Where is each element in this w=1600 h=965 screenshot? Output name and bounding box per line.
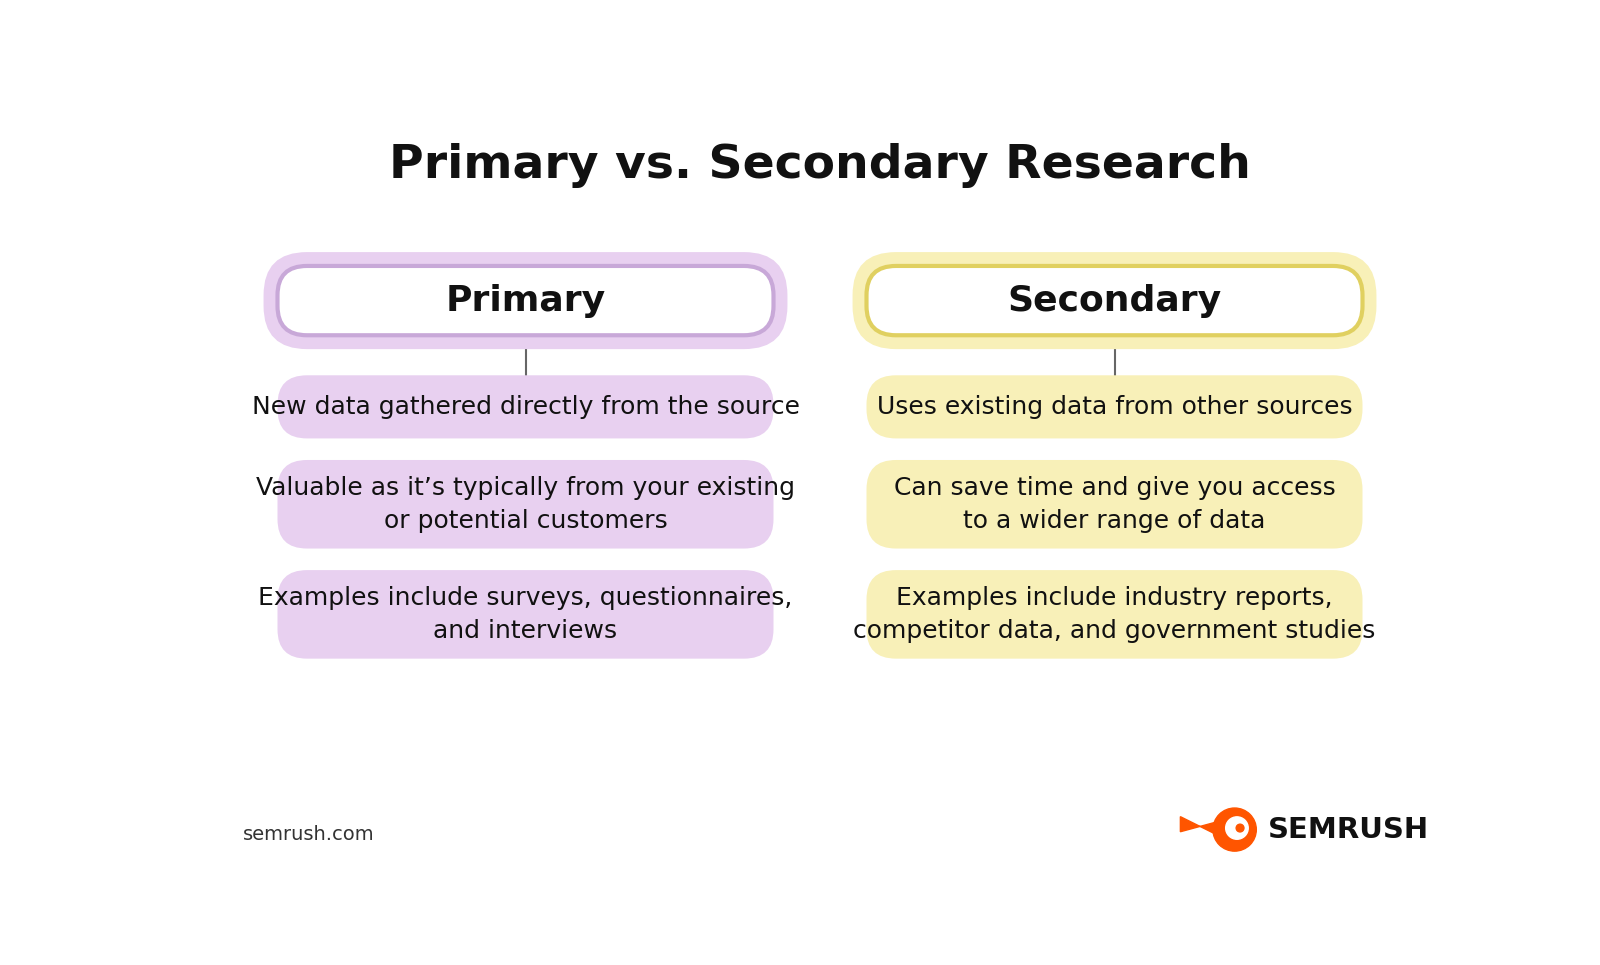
FancyBboxPatch shape	[264, 252, 787, 349]
FancyBboxPatch shape	[867, 570, 1363, 659]
Text: Can save time and give you access
to a wider range of data: Can save time and give you access to a w…	[894, 476, 1336, 533]
Polygon shape	[1181, 816, 1229, 841]
Text: Examples include industry reports,
competitor data, and government studies: Examples include industry reports, compe…	[853, 586, 1376, 643]
Text: New data gathered directly from the source: New data gathered directly from the sour…	[251, 395, 800, 419]
Circle shape	[1226, 816, 1248, 840]
Text: Primary vs. Secondary Research: Primary vs. Secondary Research	[389, 143, 1251, 188]
FancyBboxPatch shape	[867, 266, 1363, 335]
FancyBboxPatch shape	[277, 375, 773, 438]
FancyBboxPatch shape	[277, 460, 773, 548]
FancyBboxPatch shape	[867, 375, 1363, 438]
Text: semrush.com: semrush.com	[243, 825, 374, 843]
FancyBboxPatch shape	[277, 570, 773, 659]
Circle shape	[1213, 808, 1256, 851]
FancyBboxPatch shape	[277, 266, 773, 335]
FancyBboxPatch shape	[867, 460, 1363, 548]
Text: Examples include surveys, questionnaires,
and interviews: Examples include surveys, questionnaires…	[258, 586, 792, 643]
Text: Primary: Primary	[445, 284, 605, 317]
FancyBboxPatch shape	[853, 252, 1376, 349]
Circle shape	[1237, 824, 1243, 832]
Text: Valuable as it’s typically from your existing
or potential customers: Valuable as it’s typically from your exi…	[256, 476, 795, 533]
Text: SEMRUSH: SEMRUSH	[1267, 815, 1429, 843]
Text: Secondary: Secondary	[1008, 284, 1221, 317]
Text: Uses existing data from other sources: Uses existing data from other sources	[877, 395, 1352, 419]
